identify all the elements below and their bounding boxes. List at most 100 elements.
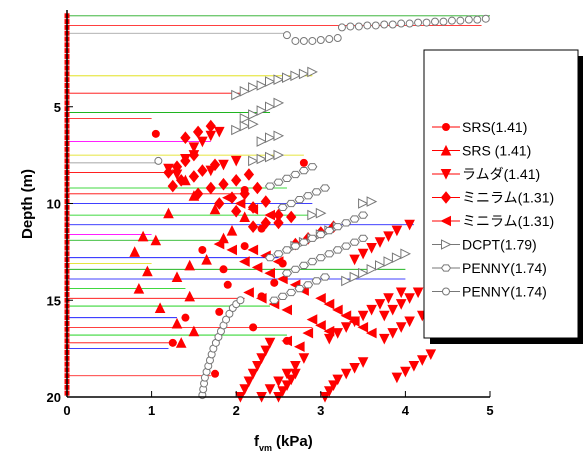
data-point <box>265 132 276 144</box>
data-point <box>358 198 369 209</box>
data-point <box>380 20 389 29</box>
data-point <box>387 328 399 339</box>
data-point <box>188 148 200 162</box>
x-axis-title-sub: vm <box>259 443 272 453</box>
data-point <box>316 35 325 44</box>
data-point <box>473 15 482 24</box>
legend-marker <box>441 239 452 250</box>
data-point <box>277 203 288 211</box>
legend-entry: SRS (1.41) <box>432 143 531 159</box>
data-point <box>349 254 360 266</box>
data-point <box>349 215 360 223</box>
data-point <box>171 160 183 173</box>
data-point <box>226 244 237 256</box>
data-point <box>137 230 149 242</box>
data-point <box>248 109 259 120</box>
data-point <box>290 170 301 179</box>
data-point <box>205 119 216 133</box>
data-point <box>265 151 276 163</box>
data-point <box>299 36 308 45</box>
data-point <box>346 22 355 31</box>
data-point <box>315 230 326 239</box>
data-point <box>341 275 352 287</box>
data-point <box>281 380 293 392</box>
data-point <box>348 316 360 327</box>
legend-entries: SRS(1.41) SRS (1.41) ラムダ(1.41) ミニラム(1.31) ミニ… <box>432 119 554 300</box>
data-point <box>306 314 318 325</box>
data-point <box>273 216 284 230</box>
data-point <box>302 281 314 289</box>
data-point <box>325 35 334 44</box>
data-point <box>323 325 335 337</box>
data-point <box>341 242 352 250</box>
data-point <box>340 310 352 322</box>
data-point <box>175 337 187 348</box>
data-point <box>197 136 208 148</box>
data-point <box>298 167 310 175</box>
data-point <box>151 129 160 138</box>
data-point <box>328 380 339 392</box>
data-point <box>365 327 377 339</box>
data-point <box>222 315 231 324</box>
data-point <box>218 159 229 171</box>
data-point <box>273 97 285 109</box>
data-point <box>272 256 284 267</box>
data-point <box>391 225 403 237</box>
data-point <box>163 207 174 219</box>
data-point <box>395 299 407 310</box>
data-point <box>366 243 377 254</box>
data-point <box>298 261 310 269</box>
data-point <box>223 280 232 289</box>
data-point <box>404 316 415 328</box>
data-point <box>205 181 216 195</box>
data-point <box>324 227 335 235</box>
data-point <box>239 384 251 395</box>
data-point <box>464 15 473 24</box>
data-point <box>260 216 271 230</box>
legend-label: ミニラム(1.31) <box>462 190 554 206</box>
data-point <box>293 341 305 353</box>
legend-marker <box>440 264 452 272</box>
data-point <box>231 124 242 136</box>
data-point <box>209 203 221 215</box>
legend-label: SRS (1.41) <box>462 143 531 159</box>
legend-label: PENNY(1.74) <box>462 260 547 276</box>
data-point <box>340 322 352 333</box>
data-point <box>226 224 238 236</box>
data-point <box>273 130 285 142</box>
data-point <box>234 198 246 209</box>
data-point <box>239 120 251 132</box>
data-point <box>180 154 191 168</box>
data-point <box>363 21 372 30</box>
data-point <box>357 211 369 219</box>
data-point <box>154 156 163 165</box>
data-point <box>264 337 276 349</box>
legend-entry: PENNY(1.74) <box>432 260 547 276</box>
data-point <box>255 292 267 304</box>
data-point <box>243 168 255 181</box>
data-point <box>349 238 360 246</box>
legend-marker <box>440 144 452 156</box>
data-point <box>354 22 363 31</box>
y-tick-label: 5 <box>54 100 61 115</box>
data-point <box>388 20 397 29</box>
data-point <box>349 363 360 374</box>
x-tick-label: 4 <box>402 403 410 418</box>
data-point <box>265 76 276 87</box>
data-point <box>391 252 403 264</box>
data-point <box>307 209 318 221</box>
data-point <box>290 361 301 372</box>
data-point <box>180 131 191 144</box>
data-point <box>215 307 224 316</box>
data-point <box>240 242 249 251</box>
data-point <box>286 288 297 297</box>
legend-label: ラムダ(1.41) <box>462 166 540 182</box>
data-point <box>340 368 352 380</box>
data-point <box>439 17 448 26</box>
data-point <box>447 16 456 25</box>
data-point <box>358 267 369 279</box>
data-point <box>366 304 377 316</box>
data-point <box>265 101 276 113</box>
data-point <box>294 196 305 204</box>
data-point <box>281 174 293 182</box>
